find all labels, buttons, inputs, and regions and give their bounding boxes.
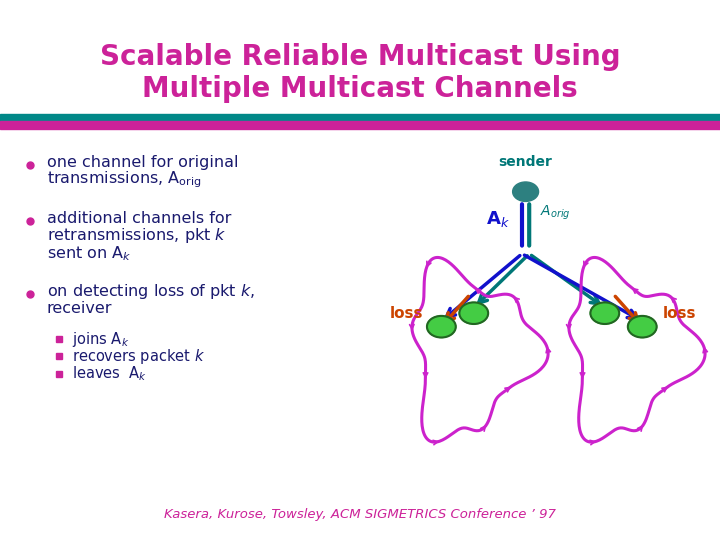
Circle shape [590,302,619,324]
Text: leaves  A$_k$: leaves A$_k$ [72,364,147,383]
Text: sender: sender [499,155,552,169]
Text: loss: loss [663,306,696,321]
Text: A$_k$: A$_k$ [486,208,510,229]
Bar [0,122,720,129]
Circle shape [427,316,456,338]
Text: Scalable Reliable Multicast Using: Scalable Reliable Multicast Using [99,43,621,71]
Text: A$_\mathregular{orig}$: A$_\mathregular{orig}$ [540,204,571,222]
Circle shape [513,182,539,201]
Text: transmissions, A$_\mathregular{orig}$: transmissions, A$_\mathregular{orig}$ [47,169,202,190]
Text: sent on A$_k$: sent on A$_k$ [47,244,132,262]
Text: Multiple Multicast Channels: Multiple Multicast Channels [142,75,578,103]
Text: retransmissions, pkt $k$: retransmissions, pkt $k$ [47,226,227,246]
Bar [0,114,720,122]
Text: one channel for original: one channel for original [47,154,238,170]
Text: receiver: receiver [47,301,112,316]
Circle shape [628,316,657,338]
Circle shape [459,302,488,324]
Text: joins A$_k$: joins A$_k$ [72,329,130,349]
Text: loss: loss [390,306,423,321]
Text: Kasera, Kurose, Towsley, ACM SIGMETRICS Conference ’ 97: Kasera, Kurose, Towsley, ACM SIGMETRICS … [164,508,556,521]
Text: recovers packet $k$: recovers packet $k$ [72,347,205,366]
Text: additional channels for: additional channels for [47,211,231,226]
Text: on detecting loss of pkt $k$,: on detecting loss of pkt $k$, [47,282,255,301]
